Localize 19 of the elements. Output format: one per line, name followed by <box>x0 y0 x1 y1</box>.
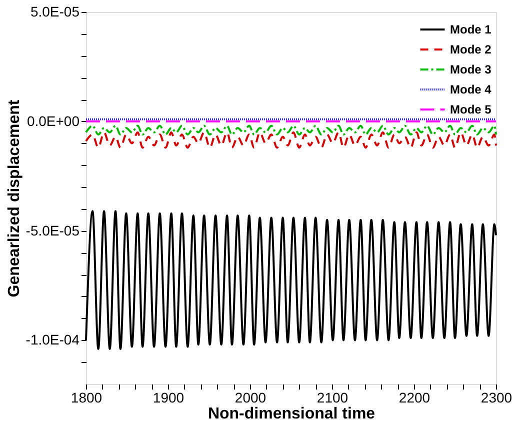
y-tick-label: -5.0E-05 <box>26 222 80 238</box>
y-tick-label: -1.0E-04 <box>26 332 80 348</box>
x-tick-label: 2100 <box>316 390 348 406</box>
line-series <box>85 124 497 136</box>
legend-label: Mode 2 <box>450 42 492 56</box>
y-tick-label: 0.0E+00 <box>26 112 80 129</box>
line-series <box>85 131 497 149</box>
legend-label: Mode 1 <box>450 22 492 36</box>
legend-label: Mode 5 <box>450 102 492 116</box>
legend-label: Mode 4 <box>450 82 492 96</box>
y-tick-label: 5.0E-05 <box>30 4 80 20</box>
x-tick-label: 2300 <box>480 390 512 406</box>
x-tick-label: 1900 <box>152 390 184 406</box>
x-tick-label: 2200 <box>398 390 430 406</box>
y-axis-title: Genearlized displacement <box>6 99 23 298</box>
legend-label: Mode 3 <box>450 62 492 76</box>
x-tick-label: 1800 <box>70 390 102 406</box>
x-axis-title: Non-dimensional time <box>208 406 376 422</box>
x-tick-label: 2000 <box>234 390 266 406</box>
